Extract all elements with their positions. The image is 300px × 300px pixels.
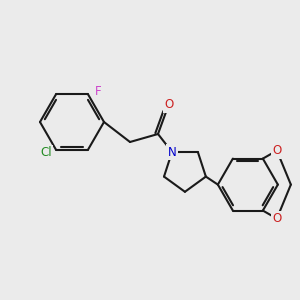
Text: O: O [164,98,174,112]
Text: N: N [168,146,176,158]
Text: Cl: Cl [40,146,52,159]
Text: O: O [272,144,281,157]
Text: O: O [272,212,281,225]
Text: F: F [95,85,101,98]
